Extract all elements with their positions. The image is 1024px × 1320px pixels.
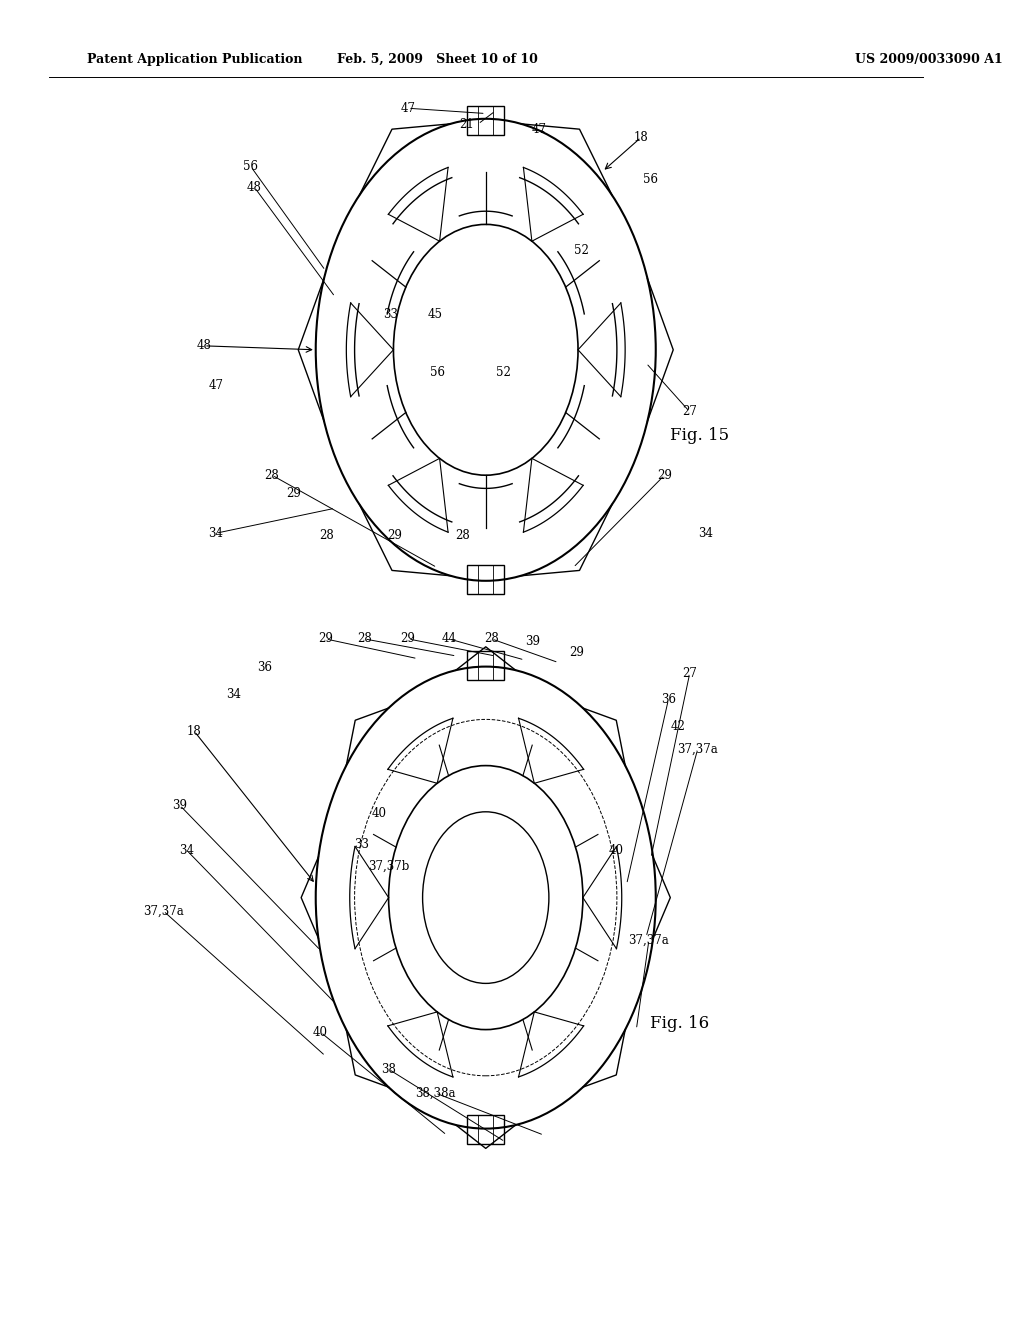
Text: 28: 28 — [264, 469, 280, 482]
Text: 28: 28 — [484, 632, 499, 645]
Text: 34: 34 — [179, 843, 194, 857]
Text: 29: 29 — [569, 645, 585, 659]
Text: 36: 36 — [660, 693, 676, 706]
Text: Fig. 16: Fig. 16 — [650, 1015, 710, 1031]
Text: 29: 29 — [387, 529, 401, 543]
Text: Fig. 15: Fig. 15 — [670, 428, 729, 444]
Text: 44: 44 — [441, 632, 457, 645]
Text: 28: 28 — [455, 529, 470, 543]
Text: 34: 34 — [208, 527, 223, 540]
Text: 48: 48 — [197, 339, 211, 352]
Text: 34: 34 — [225, 688, 241, 701]
Text: 29: 29 — [657, 469, 672, 482]
Text: 33: 33 — [354, 838, 369, 851]
Text: 56: 56 — [643, 173, 658, 186]
Text: 45: 45 — [428, 308, 442, 321]
Text: 33: 33 — [383, 308, 398, 321]
Bar — [467, 1115, 504, 1144]
Text: 56: 56 — [430, 366, 444, 379]
Text: 29: 29 — [318, 632, 333, 645]
Text: 29: 29 — [286, 487, 301, 500]
Text: 28: 28 — [357, 632, 372, 645]
Text: 37,37a: 37,37a — [142, 904, 183, 917]
Text: 28: 28 — [319, 529, 334, 543]
Text: 27: 27 — [682, 667, 697, 680]
Text: 40: 40 — [372, 807, 386, 820]
Text: 56: 56 — [243, 160, 258, 173]
Bar — [467, 106, 504, 135]
Text: 38,38a: 38,38a — [415, 1086, 456, 1100]
Text: 29: 29 — [400, 632, 416, 645]
Bar — [467, 651, 504, 680]
Text: 42: 42 — [671, 719, 685, 733]
Text: 36: 36 — [257, 661, 271, 675]
Text: 40: 40 — [313, 1026, 328, 1039]
Text: 18: 18 — [634, 131, 648, 144]
Text: 52: 52 — [496, 366, 511, 379]
Text: 47: 47 — [531, 123, 547, 136]
Text: 47: 47 — [208, 379, 223, 392]
Text: Feb. 5, 2009   Sheet 10 of 10: Feb. 5, 2009 Sheet 10 of 10 — [337, 53, 538, 66]
Text: 39: 39 — [172, 799, 187, 812]
Text: 52: 52 — [573, 244, 589, 257]
Text: 38: 38 — [381, 1063, 396, 1076]
Text: US 2009/0033090 A1: US 2009/0033090 A1 — [855, 53, 1002, 66]
Text: 27: 27 — [682, 405, 697, 418]
Text: 39: 39 — [525, 635, 540, 648]
Text: 21: 21 — [459, 117, 474, 131]
Text: 34: 34 — [697, 527, 713, 540]
Text: 37,37b: 37,37b — [368, 859, 410, 873]
Text: 47: 47 — [400, 102, 416, 115]
Text: 37,37a: 37,37a — [629, 933, 670, 946]
Text: 40: 40 — [608, 843, 624, 857]
Bar — [467, 565, 504, 594]
Text: 48: 48 — [247, 181, 262, 194]
Text: Patent Application Publication: Patent Application Publication — [87, 53, 303, 66]
Text: 37,37a: 37,37a — [677, 743, 718, 756]
Text: 18: 18 — [187, 725, 202, 738]
